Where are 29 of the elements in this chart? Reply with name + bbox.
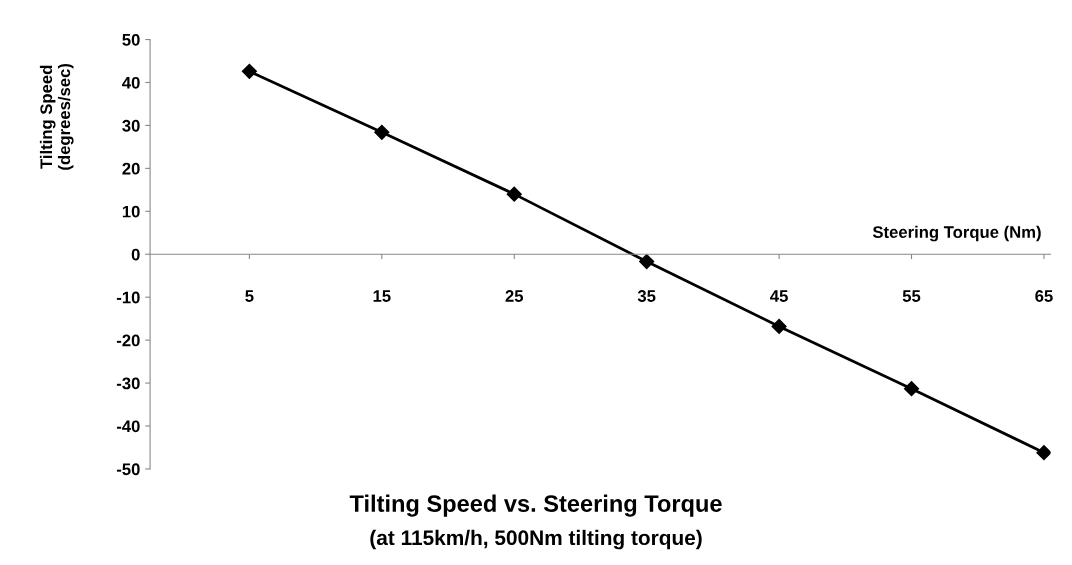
- point: [374, 124, 390, 140]
- x-axis-title: Steering Torque (Nm): [872, 225, 1041, 242]
- text: (at 115km/h, 500Nm tilting torque): [370, 529, 702, 550]
- y-tick-label: -50: [116, 463, 140, 476]
- y-tick-label: 20: [122, 162, 140, 175]
- y-tick-label: -10: [116, 291, 140, 304]
- y-tick-label: -20: [116, 334, 140, 347]
- y-tick-label: -30: [116, 377, 140, 390]
- x-tick-label: 35: [637, 290, 656, 302]
- point: [903, 381, 920, 397]
- text: Tilting Speed vs. Steering Torque: [349, 494, 722, 517]
- x-tick-label: 55: [902, 290, 921, 302]
- y-axis-title: Tilting Speed (degrees/sec): [39, 63, 74, 170]
- x-tick-label: 15: [373, 290, 391, 302]
- point: [639, 253, 655, 270]
- point: [506, 186, 522, 202]
- y-tick-label: 30: [122, 119, 140, 132]
- point: [771, 318, 787, 334]
- x-tick-label: 45: [770, 290, 788, 302]
- x-tick-label: 25: [505, 290, 524, 302]
- y-tick-label: 40: [122, 76, 140, 89]
- y-tick-label: -40: [116, 420, 140, 433]
- y-tick-label: 0: [131, 248, 140, 261]
- x-tick-label: 5: [245, 290, 254, 302]
- y-tick-label: 10: [122, 205, 140, 218]
- y-tick-label: 50: [122, 33, 140, 46]
- point: [1036, 445, 1051, 461]
- point: [241, 63, 257, 79]
- x-tick-label: 65: [1035, 290, 1053, 302]
